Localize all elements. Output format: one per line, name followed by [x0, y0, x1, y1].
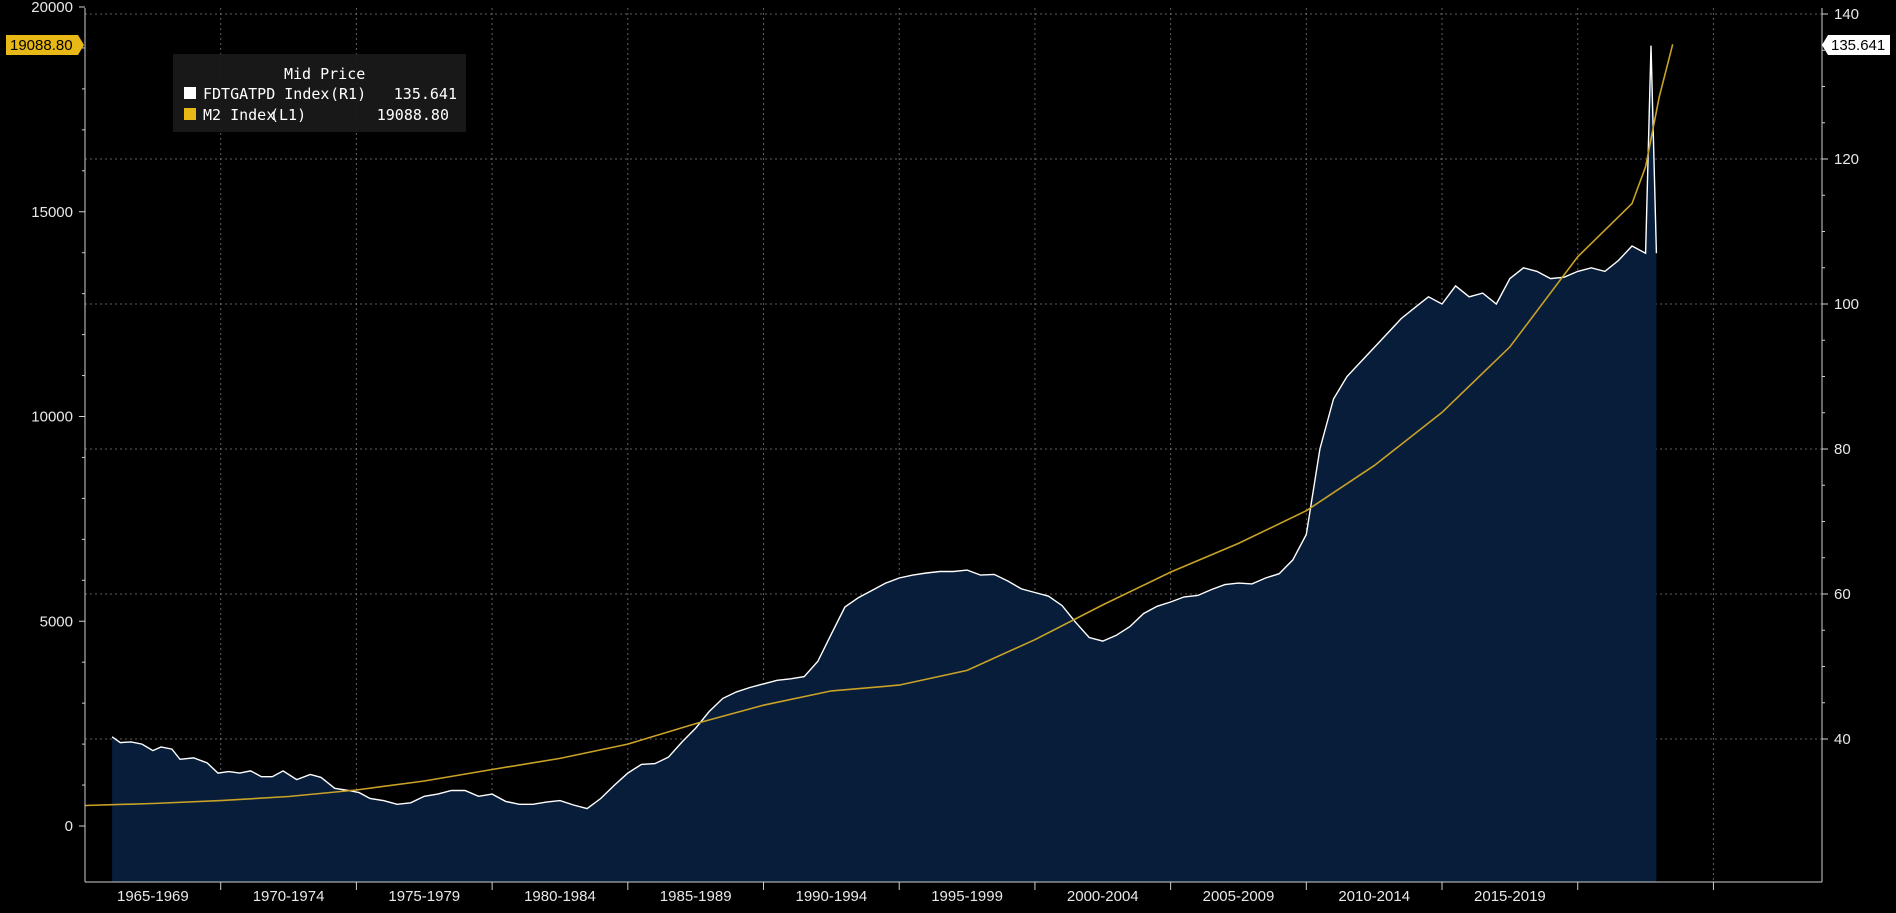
legend-swatch-fdtgatpd — [184, 87, 196, 99]
x-tick-label: 1995-1999 — [931, 888, 1003, 905]
axes — [84, 8, 1823, 883]
x-tick-label: 1965-1969 — [117, 888, 189, 905]
right-tick-label: 60 — [1834, 586, 1851, 603]
legend-entry-m2-name: M2 Index — [203, 106, 275, 124]
left-tick-label: 0 — [65, 818, 73, 835]
right-tick-label: 40 — [1834, 731, 1851, 748]
legend-entry-m2-value: 19088.80 — [377, 106, 449, 124]
fdtgatpd-line — [111, 45, 1658, 810]
left-tick-label: 10000 — [31, 409, 73, 426]
legend-swatch-m2 — [184, 108, 196, 120]
left-tick-label: 15000 — [31, 204, 73, 221]
right-last-value-text: 135.641 — [1831, 37, 1885, 54]
legend: Mid Price FDTGATPD Index (R1) 135.641 M2… — [173, 54, 466, 132]
legend-entry-fdtgatpd-axis: (R1) — [330, 85, 366, 103]
legend-title: Mid Price — [284, 65, 365, 83]
gridlines — [85, 8, 1822, 882]
right-tick-label: 80 — [1834, 441, 1851, 458]
left-last-value-tag-bg — [6, 35, 84, 55]
left-tick-label: 5000 — [40, 613, 73, 630]
x-tick-label: 2015-2019 — [1474, 888, 1546, 905]
right-last-value-tag: 135.641 — [1822, 35, 1890, 55]
left-last-value-text: 19088.80 — [10, 37, 73, 54]
x-tick-label: 1975-1979 — [388, 888, 460, 905]
right-tick-label: 140 — [1834, 6, 1859, 23]
x-tick-label: 1980-1984 — [524, 888, 596, 905]
right-tick-label: 120 — [1834, 151, 1859, 168]
left-last-value-tag: 19088.80 — [6, 35, 84, 55]
x-tick-label: 2000-2004 — [1067, 888, 1139, 905]
x-tick-label: 1970-1974 — [253, 888, 325, 905]
fdtgatpd-area — [112, 45, 1657, 883]
x-tick-label: 2005-2009 — [1203, 888, 1275, 905]
legend-entry-fdtgatpd-name: FDTGATPD Index — [203, 85, 329, 103]
legend-entry-m2-axis: (L1) — [270, 106, 306, 124]
right-tick-label: 100 — [1834, 296, 1859, 313]
x-tick-label: 1990-1994 — [796, 888, 868, 905]
legend-entry-fdtgatpd-value: 135.641 — [394, 85, 457, 103]
x-tick-label: 1985-1989 — [660, 888, 732, 905]
legend-box — [173, 54, 466, 132]
left-axis-ticks: 0 5000 10000 15000 20000 — [31, 0, 85, 835]
x-axis-ticks: 1965-1969 1970-1974 1975-1979 1980-1984 1985… — [117, 882, 1714, 905]
right-last-value-tag-bg — [1822, 35, 1890, 55]
x-tick-label: 2010-2014 — [1338, 888, 1410, 905]
left-tick-label: 20000 — [31, 0, 73, 16]
right-axis-ticks: 40 60 80 100 120 140 — [1822, 6, 1859, 748]
m2-line — [84, 44, 1674, 807]
